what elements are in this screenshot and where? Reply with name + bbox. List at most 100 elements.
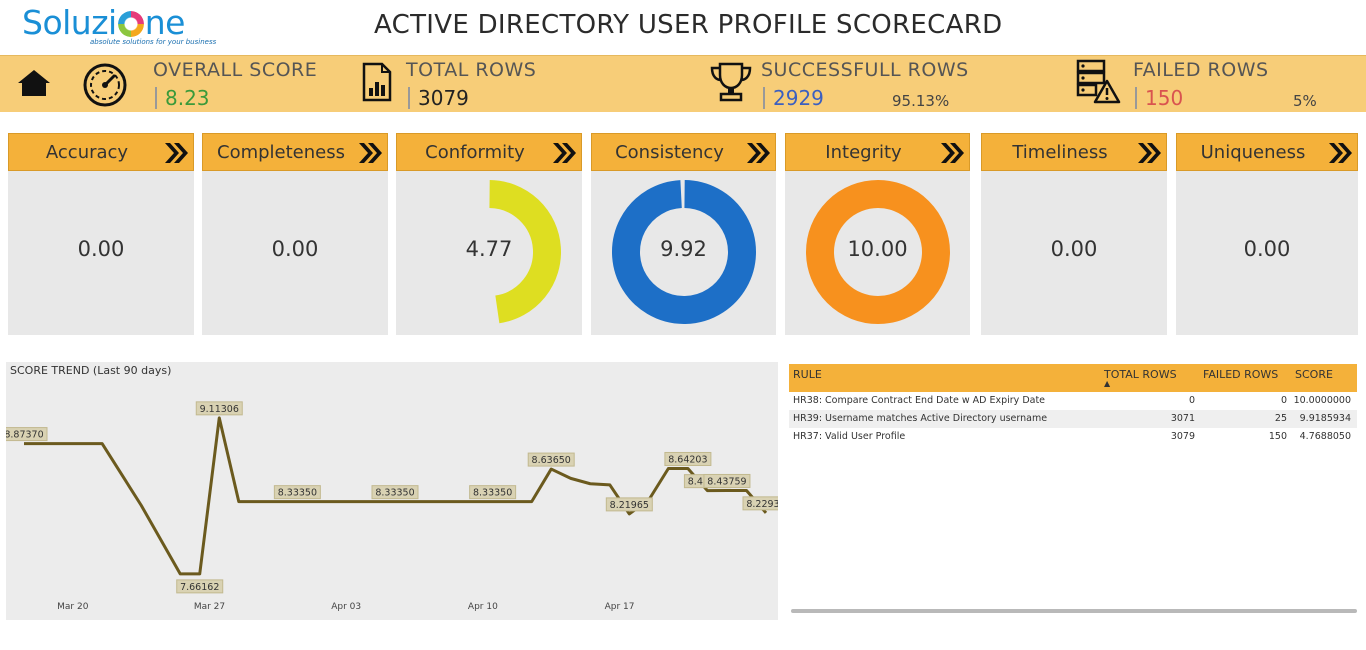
successful-rows-value: 2929 [763, 87, 824, 109]
card-conformity: Conformity 4.77 [396, 133, 582, 335]
gauge-arc [611, 180, 756, 324]
double-chevron-right-icon[interactable] [745, 141, 771, 165]
data-label-text: 8.43759 [707, 476, 746, 487]
cell-score: 9.9185934 [1299, 413, 1351, 424]
trophy-icon [710, 62, 752, 102]
table-row[interactable]: HR37: Valid User Profile 3079 150 4.7688050 [789, 428, 1357, 446]
card-completeness: Completeness 0.00 [202, 133, 388, 335]
data-label: 8.87370 [6, 427, 48, 442]
card-header[interactable]: Completeness [202, 133, 388, 171]
cell-score: 4.7688050 [1299, 431, 1351, 442]
card-header[interactable]: Timeliness [981, 133, 1167, 171]
card-title: Consistency [615, 141, 724, 163]
card-title: Conformity [425, 141, 525, 163]
gauge-donut [488, 180, 561, 324]
card-body: 0.00 [981, 171, 1167, 335]
data-label: 8.22931 [742, 496, 778, 511]
failed-rows-label: FAILED ROWS [1133, 59, 1269, 81]
gauge-icon [83, 63, 127, 107]
table-row[interactable]: HR38: Compare Contract End Date w AD Exp… [789, 392, 1357, 410]
card-title: Uniqueness [1200, 141, 1306, 163]
cell-failed-rows: 25 [1274, 413, 1287, 424]
data-label: 8.63650 [527, 452, 575, 467]
card-header[interactable]: Consistency [591, 133, 776, 171]
report-icon [362, 62, 392, 102]
cell-failed-rows: 150 [1268, 431, 1287, 442]
data-label-box [469, 485, 517, 500]
data-label-text: 8.21965 [610, 500, 649, 511]
card-header[interactable]: Accuracy [8, 133, 194, 171]
cell-failed-rows: 0 [1280, 395, 1287, 406]
col-total-rows[interactable]: TOTAL ROWS [1104, 368, 1177, 381]
card-title: Timeliness [1012, 141, 1108, 163]
x-tick-label: Apr 10 [468, 602, 498, 612]
successful-rows-label: SUCCESSFULL ROWS [761, 59, 969, 81]
data-label-box [195, 401, 243, 416]
card-accuracy: Accuracy 0.00 [8, 133, 194, 335]
data-label: 8.33350 [371, 485, 419, 500]
double-chevron-right-icon[interactable] [357, 141, 383, 165]
data-label-box [371, 485, 419, 500]
failed-rows-value: 150 [1135, 87, 1183, 109]
data-label-text: 7.66162 [180, 582, 219, 593]
data-label-box [273, 485, 321, 500]
data-label-box [176, 579, 224, 594]
cell-total-rows: 3071 [1170, 413, 1195, 424]
home-icon[interactable] [16, 68, 52, 98]
card-value: 0.00 [1050, 237, 1098, 261]
data-label: 8.33350 [469, 485, 517, 500]
cell-total-rows: 0 [1188, 395, 1195, 406]
double-chevron-right-icon[interactable] [1136, 141, 1162, 165]
trend-plot: 8.87370 7.66162 9.11306 8.33350 8.33350 8.333… [6, 401, 778, 612]
x-tick-label: Mar 27 [194, 602, 225, 612]
double-chevron-right-icon[interactable] [1327, 141, 1353, 165]
card-header[interactable]: Integrity [785, 133, 970, 171]
data-label-text: 8.33350 [375, 488, 414, 499]
data-label-box [605, 497, 653, 512]
total-rows-value: 3079 [408, 87, 469, 109]
data-label-text: 8.22931 [746, 499, 778, 510]
kpi-band: OVERALL SCORE 8.23 TOTAL ROWS 3079 SUCCE… [0, 55, 1366, 112]
server-warning-icon [1076, 59, 1121, 104]
overall-score-value: 8.23 [155, 87, 210, 109]
table-row[interactable]: HR39: Username matches Active Directory … [789, 410, 1357, 428]
card-header[interactable]: Uniqueness [1176, 133, 1358, 171]
failed-rows-percent: 5% [1293, 92, 1317, 110]
sort-asc-icon: ▲ [1104, 379, 1111, 388]
data-label-box [742, 496, 778, 511]
card-body: 10.00 [785, 171, 970, 335]
double-chevron-right-icon[interactable] [551, 141, 577, 165]
page-title: ACTIVE DIRECTORY USER PROFILE SCORECARD [374, 10, 1003, 40]
table-scrollbar[interactable] [791, 609, 1357, 613]
card-header[interactable]: Conformity [396, 133, 582, 171]
double-chevron-right-icon[interactable] [163, 141, 189, 165]
card-body: 4.77 [396, 171, 582, 335]
card-body: 0.00 [8, 171, 194, 335]
data-label: 9.11306 [195, 401, 243, 416]
card-value: 0.00 [77, 237, 125, 261]
overall-score-label: OVERALL SCORE [153, 59, 318, 81]
card-body: 0.00 [1176, 171, 1358, 335]
data-label-text: 8.87370 [6, 430, 44, 441]
data-label-box [6, 427, 48, 442]
data-label: 8.64203 [664, 451, 712, 466]
cell-rule: HR37: Valid User Profile [793, 431, 906, 442]
logo-tagline: absolute solutions for your business [90, 38, 217, 46]
col-score[interactable]: SCORE [1295, 368, 1333, 381]
data-label: 8.43759 [703, 473, 751, 488]
data-label-box [527, 452, 575, 467]
card-integrity: Integrity 10.00 [785, 133, 970, 335]
trend-line [24, 416, 768, 576]
col-failed-rows[interactable]: FAILED ROWS [1203, 368, 1279, 381]
card-consistency: Consistency 9.92 [591, 133, 776, 335]
data-label-text: 8.33350 [473, 488, 512, 499]
gauge-donut [611, 180, 756, 324]
double-chevron-right-icon[interactable] [939, 141, 965, 165]
data-label: 7.66162 [176, 579, 224, 594]
gauge-arc [488, 180, 561, 324]
gauge-donut [805, 180, 950, 324]
card-value: 0.00 [271, 237, 319, 261]
gauge-arc [805, 180, 950, 324]
col-rule[interactable]: RULE [793, 368, 822, 381]
x-tick-label: Apr 17 [605, 602, 635, 612]
